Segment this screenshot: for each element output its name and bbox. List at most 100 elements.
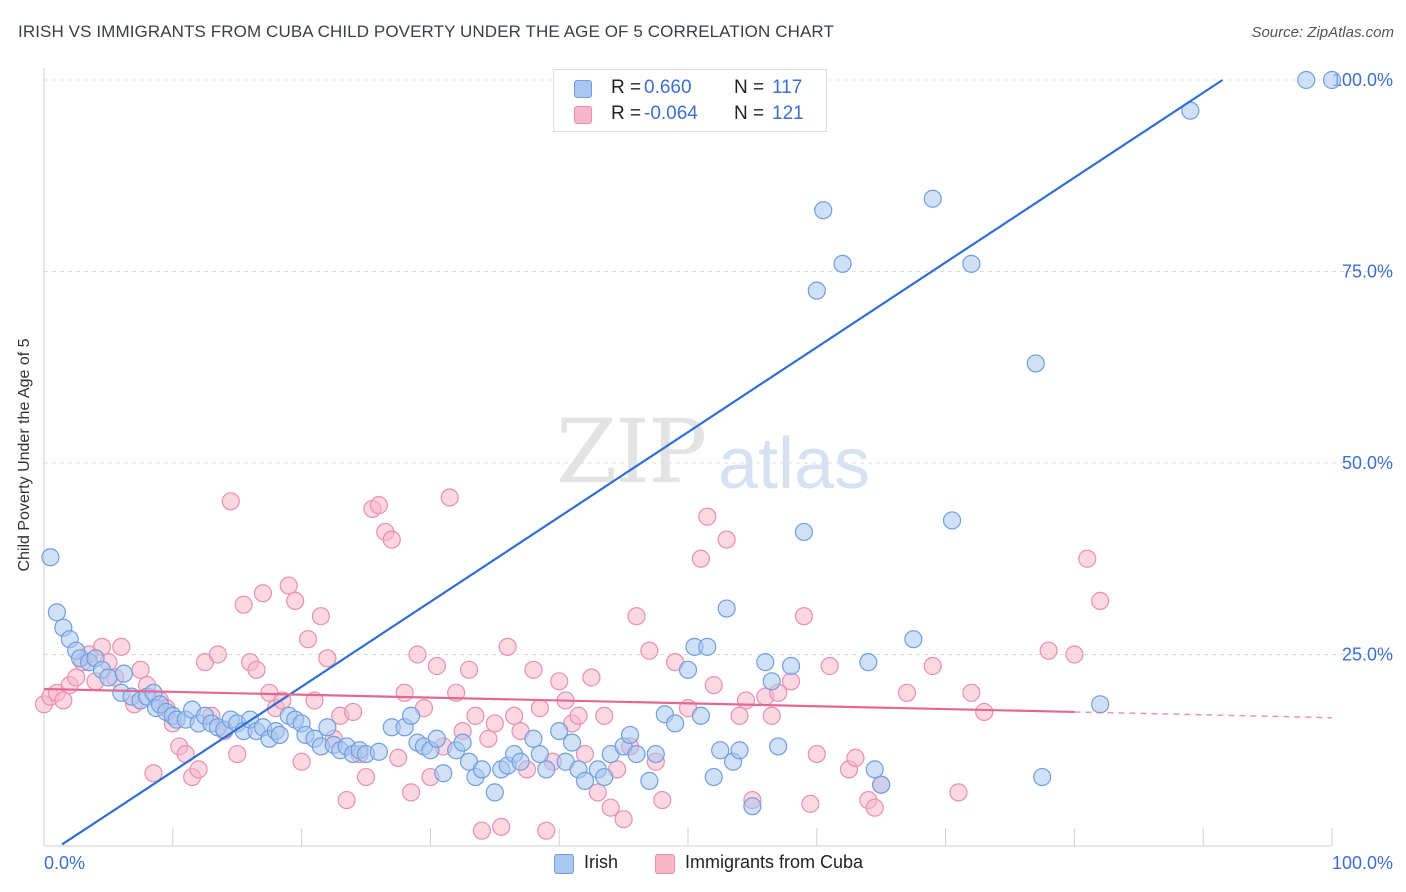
point-cuba (794, 607, 814, 626)
legend-n-value-cuba: 121 (772, 103, 804, 124)
point-irish (1322, 70, 1342, 90)
point-cuba (975, 702, 994, 722)
point-cuba (382, 530, 401, 549)
point-cuba (369, 496, 388, 515)
point-irish (756, 653, 775, 672)
point-cuba (440, 488, 459, 507)
point-cuba (485, 714, 504, 733)
point-cuba (801, 794, 820, 813)
point-irish (730, 741, 749, 760)
point-irish (434, 764, 453, 783)
point-cuba (298, 630, 318, 649)
x-tick-label-min: 0.0% (44, 853, 85, 873)
point-cuba (736, 691, 756, 710)
point-cuba (588, 783, 607, 802)
point-cuba (627, 607, 646, 626)
point-irish (47, 603, 66, 622)
point-cuba (401, 783, 421, 802)
point-cuba (279, 576, 298, 595)
point-cuba (305, 691, 324, 710)
point-cuba (311, 607, 331, 626)
point-irish (698, 637, 717, 656)
point-cuba (820, 656, 839, 676)
point-cuba (466, 706, 485, 725)
point-irish (807, 281, 826, 300)
legend-r-label: R = (611, 103, 642, 124)
y-tick-label: 50.0% (1342, 453, 1393, 473)
point-cuba (582, 668, 601, 687)
point-irish (620, 725, 640, 745)
point-cuba (601, 798, 620, 817)
point-cuba (54, 691, 73, 710)
point-cuba (472, 821, 492, 840)
point-cuba (498, 637, 517, 656)
point-cuba (389, 748, 408, 768)
point-cuba (846, 748, 865, 768)
point-irish (595, 767, 614, 787)
point-irish (453, 733, 472, 752)
y-tick-label: 25.0% (1342, 645, 1393, 665)
point-irish (524, 729, 543, 748)
point-cuba (1039, 641, 1058, 660)
point-cuba (717, 530, 736, 549)
point-irish (1091, 695, 1110, 714)
point-cuba (395, 683, 414, 702)
point-cuba (189, 760, 208, 779)
point-irish (865, 760, 884, 779)
y-tick-label: 75.0% (1342, 262, 1393, 282)
point-irish (781, 656, 801, 676)
point-cuba (344, 702, 363, 722)
bottom-legend-swatch-irish (554, 854, 574, 874)
point-cuba (292, 752, 311, 771)
point-irish (640, 771, 659, 790)
point-irish (401, 706, 421, 725)
point-cuba (356, 767, 376, 787)
point-cuba (112, 637, 131, 656)
point-cuba (537, 821, 556, 840)
legend-swatch-cuba (574, 106, 592, 124)
point-irish (485, 783, 504, 802)
point-cuba (865, 798, 884, 817)
bottom-legend-label-irish: Irish (584, 852, 619, 872)
point-cuba (286, 591, 305, 610)
point-irish (666, 714, 685, 733)
point-cuba (807, 744, 826, 764)
point-cuba (698, 507, 717, 526)
y-tick-label: 100.0% (1332, 70, 1393, 90)
point-irish (472, 760, 492, 779)
point-irish (717, 599, 736, 618)
watermark-atlas: atlas (718, 424, 871, 504)
correlation-legend: R = 0.660 N = 117 R = -0.064 N = 121 (553, 69, 827, 132)
point-cuba (691, 549, 710, 568)
point-cuba (524, 660, 543, 679)
point-cuba (575, 744, 595, 764)
point-irish (769, 737, 788, 756)
trendline-cuba (43, 687, 1075, 714)
point-cuba (550, 672, 569, 691)
point-irish (627, 744, 646, 764)
point-cuba (144, 764, 163, 783)
point-irish (99, 668, 118, 687)
point-irish (575, 771, 595, 790)
point-irish (743, 797, 762, 816)
legend-n-label: N = (734, 103, 765, 124)
point-cuba (67, 668, 86, 687)
point-irish (704, 767, 723, 787)
point-irish (1026, 354, 1045, 373)
point-irish (923, 189, 942, 208)
legend-n-value-irish: 117 (772, 77, 803, 98)
point-cuba (408, 645, 427, 664)
point-irish (562, 733, 582, 752)
point-irish (904, 630, 923, 649)
point-irish (1297, 70, 1316, 90)
point-cuba (247, 660, 266, 679)
point-cuba (427, 656, 446, 676)
point-cuba (962, 683, 981, 702)
point-irish (646, 744, 665, 764)
point-irish (711, 741, 730, 760)
point-cuba (337, 790, 356, 810)
point-cuba (208, 645, 227, 664)
point-cuba (781, 672, 801, 691)
point-irish (530, 744, 549, 764)
point-cuba (762, 706, 781, 725)
